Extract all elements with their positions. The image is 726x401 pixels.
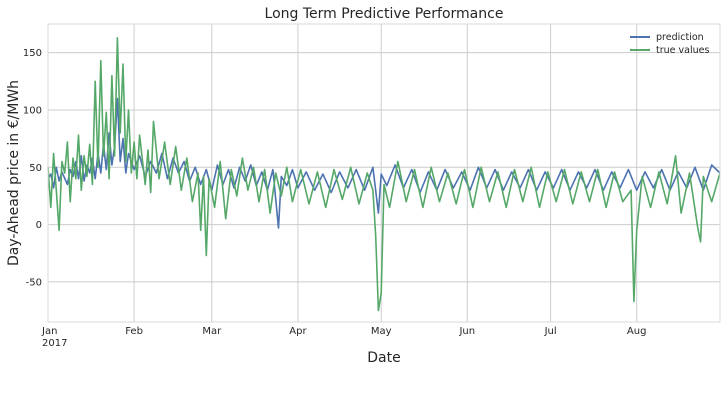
series-layer [47,37,721,312]
series-line-prediction [47,97,721,229]
x-tick-sublabel: 2017 [42,338,67,349]
y-axis-ticks: -50 0 50 100 150 [23,48,42,288]
y-tick-label: 0 [36,220,42,231]
y-tick-label: 100 [23,105,42,116]
x-tick-label: Feb [125,326,143,337]
legend: prediction true values [630,32,709,56]
grid [48,24,720,322]
x-tick-label: Aug [627,326,647,337]
x-tick-label: Jul [544,326,557,337]
y-tick-label: 150 [23,48,42,59]
y-axis-label: Day-Ahead price in €/MWh [6,80,22,266]
legend-label-prediction: prediction [656,32,704,43]
x-tick-label: Jun [458,326,475,337]
y-tick-label: 50 [29,163,42,174]
x-tick-label: Jan [41,326,57,337]
chart-title: Long Term Predictive Performance [265,6,504,22]
x-tick-label: May [371,326,392,337]
x-tick-label: Mar [202,326,222,337]
x-axis-label: Date [367,350,400,366]
series-line-true-values [47,37,721,312]
legend-label-true-values: true values [656,45,709,56]
x-tick-label: Apr [289,326,307,337]
plot-frame [47,23,721,323]
y-tick-label: -50 [26,277,42,288]
